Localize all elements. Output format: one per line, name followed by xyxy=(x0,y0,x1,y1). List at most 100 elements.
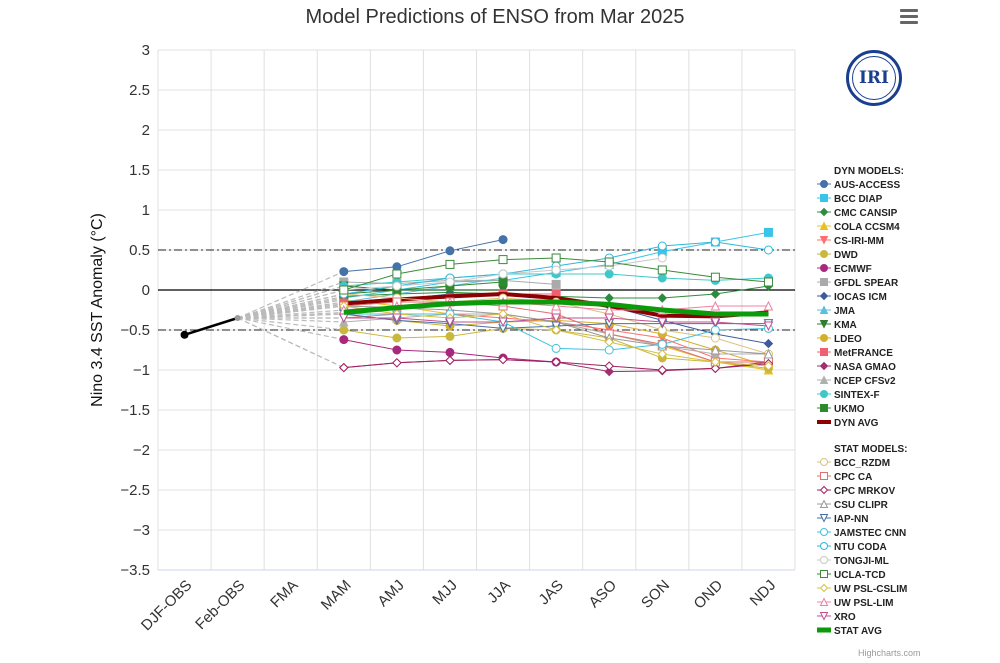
legend-label: LDEO xyxy=(834,334,862,345)
legend-item: NTU CODA xyxy=(817,542,887,553)
legend-item: TONGJI-ML xyxy=(817,556,889,567)
series-point-cpc-mrkov xyxy=(551,357,561,367)
legend-swatch-marker xyxy=(820,528,828,536)
series-point-cmc-cansip xyxy=(657,293,667,303)
legend-item: UW PSL-LIM xyxy=(817,597,893,609)
series-point-uw-psl-cslim xyxy=(763,361,774,371)
legend-swatch-marker xyxy=(820,458,828,466)
legend-swatch-marker xyxy=(820,404,828,412)
series-point-tongji-ml xyxy=(551,265,561,275)
series-point-cpc-mrkov xyxy=(392,358,402,368)
observed-point xyxy=(180,330,189,339)
series-point-ucla-tcd xyxy=(339,285,349,295)
legend-item: XRO xyxy=(817,612,856,623)
hamburger-menu-icon[interactable] xyxy=(898,6,920,26)
series-point-aus-access xyxy=(498,235,508,245)
legend-swatch-marker xyxy=(820,180,828,188)
legend-item: NASA GMAO xyxy=(817,361,896,373)
legend-item: COLA CCSM4 xyxy=(817,221,900,233)
series-point-gfdl-spear xyxy=(551,279,561,289)
y-tick-label: 0.5 xyxy=(129,242,150,259)
y-tick-label: −2 xyxy=(133,442,150,459)
series-point-ucla-tcd xyxy=(551,253,561,263)
series-point-uw-psl-lim xyxy=(763,300,774,311)
y-tick-label: −1 xyxy=(133,362,150,379)
series-point-bcc-rzdm xyxy=(710,333,720,343)
series-point-jamstec-cnn xyxy=(551,343,561,353)
legend-swatch-marker xyxy=(819,499,829,508)
legend-item: CSU CLIPR xyxy=(817,499,889,511)
legend-label: NCEP CFSv2 xyxy=(834,376,896,387)
legend-label: BCC_RZDM xyxy=(834,458,890,469)
legend-item: DYN AVG xyxy=(817,418,879,429)
legend-item: STAT AVG xyxy=(817,626,882,637)
x-tick-label: JJA xyxy=(484,577,514,607)
legend-label: STAT AVG xyxy=(834,626,882,637)
series-point-sintex-f xyxy=(604,269,614,279)
legend-label: UW PSL-LIM xyxy=(834,598,893,609)
legend-header: STAT MODELS: xyxy=(834,444,908,455)
legend-item: CMC CANSIP xyxy=(817,207,898,219)
plume-connector xyxy=(237,305,344,319)
series-point-ucla-tcd xyxy=(763,277,773,287)
legend-label: COLA CCSM4 xyxy=(834,222,900,233)
legend-item: KMA xyxy=(817,320,857,331)
series-point-uw-psl-lim xyxy=(710,300,721,311)
x-tick-label: MAM xyxy=(318,577,355,614)
legend-swatch-marker xyxy=(819,361,829,371)
legend-swatch-marker xyxy=(819,291,829,301)
series-line-ukmo xyxy=(343,281,504,295)
series-point-sintex-f xyxy=(657,273,667,283)
series-point-xro xyxy=(763,321,774,332)
legend-label: XRO xyxy=(834,612,856,623)
legend-label: JAMSTEC CNN xyxy=(834,528,906,539)
legend-label: BCC DIAP xyxy=(834,194,883,205)
series-line-aus-access xyxy=(343,239,504,273)
iri-logo: IRI xyxy=(846,50,902,106)
series-point-jamstec-cnn xyxy=(710,325,720,335)
x-tick-label: ASO xyxy=(586,577,620,611)
y-tick-label: 1 xyxy=(142,202,150,219)
legend-swatch-marker xyxy=(820,264,828,272)
y-tick-label: −3.5 xyxy=(120,562,150,579)
series-point-aus-access xyxy=(445,246,455,256)
legend-item: JMA xyxy=(817,305,855,317)
series-point-ucla-tcd xyxy=(604,257,614,267)
legend-label: SINTEX-F xyxy=(834,390,880,401)
x-tick-label: Feb-OBS xyxy=(192,577,248,633)
series-point-ucla-tcd xyxy=(657,265,667,275)
series-point-xro xyxy=(392,313,402,324)
highcharts-credit[interactable]: Highcharts.com xyxy=(858,648,921,658)
legend-item: NCEP CFSv2 xyxy=(817,375,896,387)
y-tick-label: −2.5 xyxy=(120,482,150,499)
y-tick-label: 1.5 xyxy=(129,162,150,179)
plume-connector xyxy=(237,285,344,319)
legend-swatch-marker xyxy=(820,250,828,258)
series-point-ecmwf xyxy=(445,347,455,357)
legend-label: KMA xyxy=(834,320,857,331)
series-point-uw-psl-cslim xyxy=(604,337,614,347)
series-point-tongji-ml xyxy=(498,269,508,279)
x-tick-label: MJJ xyxy=(429,577,460,608)
legend-label: ECMWF xyxy=(834,264,872,275)
legend-swatch-marker xyxy=(820,570,828,578)
series-point-tongji-ml xyxy=(392,281,402,291)
legend-item: UKMO xyxy=(817,404,865,415)
plume-connector xyxy=(237,317,344,341)
series-point-cpc-mrkov xyxy=(710,363,721,374)
y-tick-label: −3 xyxy=(133,522,150,539)
x-tick-label: JAS xyxy=(535,577,566,608)
series-point-xro xyxy=(338,313,349,324)
legend-label: CPC CA xyxy=(834,472,872,483)
legend-swatch-marker xyxy=(819,305,829,314)
series-point-dwd xyxy=(445,331,455,341)
series-point-ucla-tcd xyxy=(445,259,455,269)
series-point-xro xyxy=(445,317,455,328)
series-point-ecmwf xyxy=(392,345,402,355)
legend-item: AUS-ACCESS xyxy=(817,180,900,191)
series-point-iocas-icm xyxy=(763,338,774,349)
legend-label: GFDL SPEAR xyxy=(834,278,899,289)
series-point-uw-psl-lim xyxy=(551,300,561,311)
series-point-cpc-mrkov xyxy=(445,355,455,366)
legend-swatch-marker xyxy=(819,612,829,621)
